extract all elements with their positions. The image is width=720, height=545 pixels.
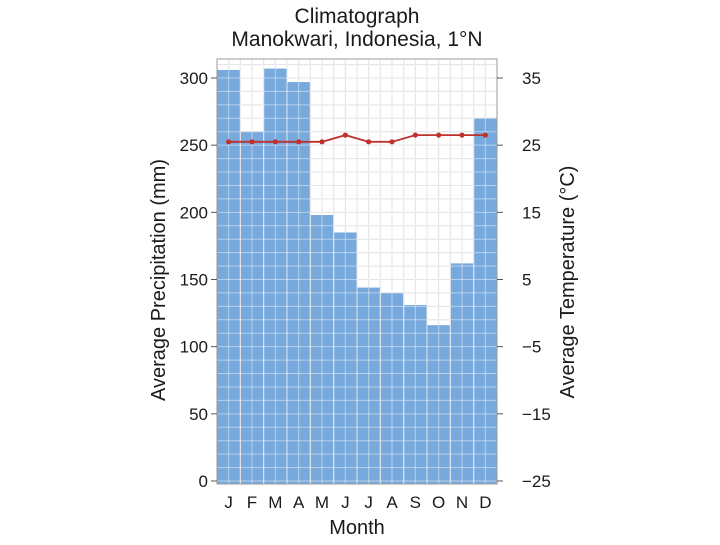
temperature-line [228,134,486,143]
precip-bar [474,118,497,485]
plot-frame [216,58,498,485]
precip-bar [264,68,287,484]
temperature-point [412,132,418,138]
precip-bar [404,305,427,484]
y-tick-label-right: −15 [522,405,551,424]
temperature-point [342,132,348,138]
temperature-point [459,132,465,138]
temperature-point [366,139,372,145]
x-tick-label: A [293,493,305,512]
x-tick-label: J [224,493,233,512]
x-tick-label: O [432,493,445,512]
y-tick-label-left: 200 [180,203,208,222]
precip-bar [217,69,240,484]
precip-bar [334,232,357,484]
y-tick-label-left: 50 [189,405,208,424]
precip-bar [450,263,474,484]
temperature-point [296,139,302,145]
temperature-point [482,132,488,138]
y-tick-label-right: 25 [522,136,541,155]
y-tick-label-left: 250 [180,136,208,155]
temperature-point [272,139,278,145]
y-tick-label-left: 0 [199,472,208,491]
precip-bar [310,215,334,484]
y-tick-label-right: 15 [522,203,541,222]
y-tick-label-left: 100 [180,338,208,357]
chart-title: Climatograph [295,5,420,28]
precip-bar [427,325,450,484]
y-tick-label-right: 35 [522,69,541,88]
temperature-point [436,132,442,138]
precip-bar [240,131,264,484]
x-tick-label: F [247,493,257,512]
temperature-point [319,139,325,145]
x-tick-label: J [364,493,373,512]
temperature-point [249,139,255,145]
y-tick-label-right: −5 [522,338,541,357]
y-tick-label-left: 300 [180,69,208,88]
x-tick-label: S [410,493,421,512]
y-tick-label-left: 150 [180,271,208,290]
y-axis-label-left: Average Precipitation (mm) [148,159,170,401]
y-tick-label-right: 5 [522,271,531,290]
x-tick-label: D [479,493,491,512]
x-axis-label: Month [329,517,385,539]
x-tick-label: A [386,493,398,512]
x-tick-label: J [341,493,350,512]
x-tick-label: M [315,493,329,512]
precip-bar [287,82,310,484]
temperature-point [226,139,232,145]
precip-bar [380,292,404,484]
temperature-point [389,139,395,145]
y-axis-label-right: Average Temperature (°C) [557,166,579,399]
chart-subtitle: Manokwari, Indonesia, 1°N [231,28,482,51]
x-tick-label: M [268,493,282,512]
x-tick-label: N [456,493,468,512]
y-tick-label-right: −25 [522,472,551,491]
precip-bar [357,287,380,484]
